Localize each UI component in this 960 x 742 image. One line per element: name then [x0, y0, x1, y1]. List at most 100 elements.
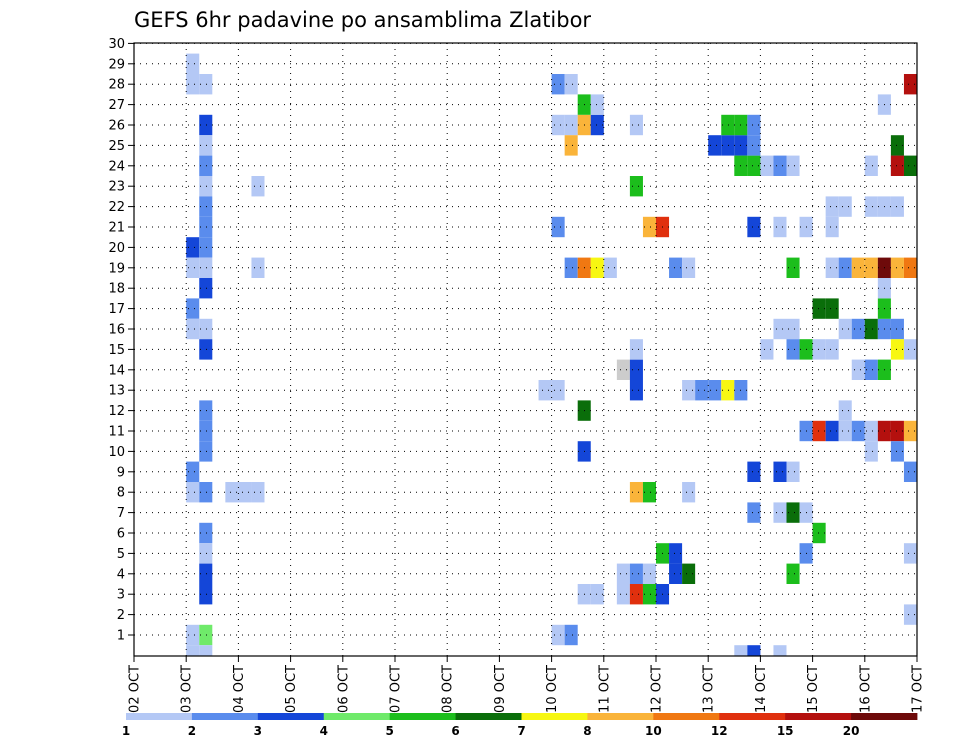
heatmap-cell — [251, 482, 265, 503]
heatmap-cell — [199, 237, 213, 258]
heatmap-cell — [564, 114, 578, 136]
legend-swatch — [719, 713, 786, 720]
heatmap-cell — [186, 461, 200, 482]
heatmap-cell — [186, 237, 200, 258]
heatmap-cell — [186, 53, 200, 74]
heatmap-cell — [747, 114, 761, 136]
heatmap-cell — [564, 624, 578, 646]
heatmap-cell — [669, 543, 683, 564]
legend-label: 6 — [451, 724, 459, 738]
heatmap-cell — [642, 584, 656, 605]
heatmap-cell — [760, 339, 774, 360]
heatmap-cell — [199, 278, 213, 299]
heatmap-cell — [551, 624, 565, 646]
heatmap-cell — [186, 482, 200, 503]
y-tick-label: 1 — [117, 629, 125, 644]
heatmap-cell — [629, 176, 643, 197]
heatmap-cell — [616, 563, 630, 584]
y-tick-label: 11 — [108, 425, 125, 440]
heatmap-cell — [708, 135, 722, 156]
y-tick-label: 3 — [117, 588, 125, 603]
heatmap-cell — [890, 339, 904, 360]
y-axis: 1234567891011121314151617181920212223242… — [108, 37, 134, 644]
heatmap-cell — [903, 155, 917, 176]
heatmap-cell — [903, 461, 917, 482]
heatmap-cell — [864, 257, 878, 278]
heatmap-cell — [590, 257, 604, 278]
legend-swatch — [521, 713, 588, 720]
heatmap-cell — [199, 400, 213, 421]
y-tick-label: 10 — [108, 445, 125, 460]
heatmap-cell — [864, 359, 878, 380]
heatmap-cell — [199, 441, 213, 462]
y-tick-label: 8 — [117, 486, 125, 501]
heatmap-cell — [251, 257, 265, 278]
heatmap-cell — [629, 339, 643, 360]
heatmap-cell — [199, 339, 213, 360]
x-tick-label: 10 OCT — [545, 665, 560, 713]
heatmap-cell — [551, 380, 565, 401]
x-tick-label: 06 OCT — [336, 665, 351, 713]
heatmap-cell — [786, 155, 800, 176]
heatmap-cell — [760, 155, 774, 176]
x-tick-label: 13 OCT — [702, 665, 717, 713]
heatmap-cell — [186, 257, 200, 278]
y-tick-label: 22 — [108, 200, 125, 215]
heatmap-cell — [825, 298, 839, 319]
x-tick-label: 07 OCT — [389, 665, 404, 713]
x-tick-label: 03 OCT — [180, 665, 195, 713]
heatmap-cell — [773, 645, 787, 656]
heatmap-cell — [603, 257, 617, 278]
heatmap-cell — [864, 420, 878, 442]
heatmap-cell — [199, 114, 213, 136]
y-tick-label: 16 — [108, 323, 125, 338]
heatmap-cell — [186, 645, 200, 656]
heatmap-cell — [199, 624, 213, 646]
y-tick-label: 20 — [108, 241, 125, 256]
y-tick-label: 9 — [117, 465, 125, 480]
legend-label: 12 — [711, 724, 728, 738]
heatmap-cell — [825, 420, 839, 442]
legend-swatch — [126, 713, 193, 720]
y-tick-label: 26 — [108, 119, 125, 134]
heatmap-cell — [199, 196, 213, 217]
legend-label: 2 — [188, 724, 196, 738]
heatmap-cell — [199, 155, 213, 176]
heatmap-cell — [682, 482, 696, 503]
heatmap-cell — [838, 400, 852, 421]
heatmap-cell — [747, 645, 761, 656]
legend-swatch — [191, 713, 259, 720]
heatmap-cell — [629, 482, 643, 503]
heatmap-cell — [864, 441, 878, 462]
heatmap-cell — [812, 298, 826, 319]
y-tick-label: 5 — [117, 547, 125, 562]
heatmap-cell — [864, 318, 878, 340]
heatmap-cell — [773, 461, 787, 482]
y-tick-label: 29 — [108, 57, 125, 72]
legend-swatch — [455, 713, 522, 720]
heatmap-cell — [564, 257, 578, 278]
heatmap-cell — [721, 135, 735, 156]
y-tick-label: 30 — [108, 37, 125, 52]
x-tick-label: 05 OCT — [284, 665, 299, 713]
heatmap-cell — [616, 584, 630, 605]
legend-label: 1 — [122, 724, 130, 738]
heatmap-cell — [199, 257, 213, 278]
heatmap-cell — [642, 563, 656, 584]
legend-swatch — [587, 713, 654, 720]
heatmap-cell — [199, 522, 213, 544]
heatmap-cell — [903, 543, 917, 564]
legend-swatch — [653, 713, 720, 720]
heatmap-cell — [225, 482, 239, 503]
heatmap-cell — [903, 74, 917, 95]
x-tick-label: 11 OCT — [597, 665, 612, 713]
x-tick-label: 14 OCT — [754, 665, 769, 713]
heatmap-cell — [786, 563, 800, 584]
legend-label: 7 — [517, 724, 525, 738]
heatmap-cell — [747, 502, 761, 523]
y-tick-label: 28 — [108, 78, 125, 93]
heatmap-cell — [903, 257, 917, 278]
heatmap-cell — [786, 461, 800, 482]
heatmap-cell — [773, 318, 787, 340]
